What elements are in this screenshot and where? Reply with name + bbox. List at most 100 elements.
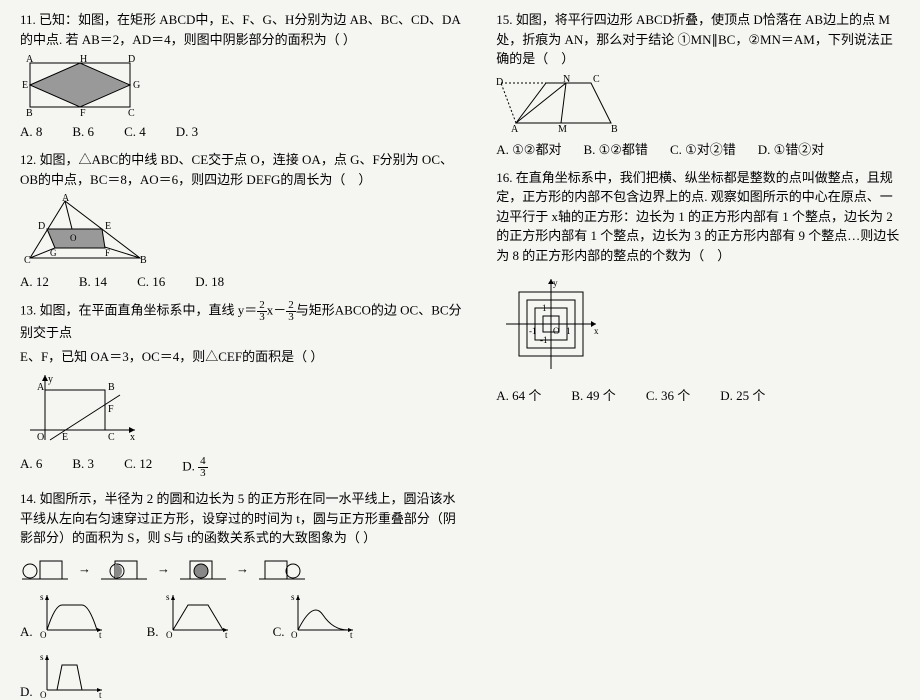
q15-choice-c: C. ①对②错 — [670, 139, 736, 158]
question-16: 16. 在直角坐标系中，我们把横、纵坐标都是整数的点叫做整点，且规定，正方形的内… — [496, 168, 900, 405]
q16-text: 16. 在直角坐标系中，我们把横、纵坐标都是整数的点叫做整点，且规定，正方形的内… — [496, 168, 900, 266]
q15-choice-b: B. ①②都错 — [583, 139, 647, 158]
q14-choice-d: D. s t O — [20, 650, 107, 700]
lbl-C: C — [128, 108, 135, 118]
q12-choice-c: C. 16 — [137, 274, 165, 290]
arrow-icon: → — [78, 561, 91, 577]
q13-choice-b: B. 3 — [72, 456, 94, 479]
question-15: 15. 如图，将平行四边形 ABCD折叠，使顶点 D恰落在 AB边上的点 M处，… — [496, 10, 900, 158]
lbl-G: G — [50, 248, 57, 258]
q12-choice-d: D. 18 — [195, 274, 224, 290]
lbl-B: B — [108, 382, 115, 393]
lbl-y: y — [553, 278, 558, 288]
q12-choices: A. 12 B. 14 C. 16 D. 18 — [20, 274, 466, 290]
lbl-B: B — [140, 255, 147, 266]
motion-frame-2 — [99, 554, 149, 584]
q13-choices: A. 6 B. 3 C. 12 D. 43 — [20, 456, 466, 479]
q16-choice-d: D. 25 个 — [720, 385, 765, 404]
q12-choice-b: B. 14 — [79, 274, 107, 290]
lbl-n1b: -1 — [540, 335, 548, 345]
question-12: 12. 如图，△ABC的中线 BD、CE交于点 O，连接 OA，点 G、F分别为… — [20, 150, 466, 290]
svg-text:t: t — [99, 690, 102, 700]
svg-text:t: t — [350, 630, 353, 640]
q13-t1: 13. 如图，在平面直角坐标系中，直线 y＝ — [20, 302, 257, 317]
q16-choice-b: B. 49 个 — [571, 385, 615, 404]
svg-text:s: s — [166, 592, 170, 602]
lbl-n1: -1 — [529, 326, 537, 336]
motion-frame-4 — [257, 554, 307, 584]
q13-line2: E、F，已知 OA＝3，OC＝4，则△CEF的面积是（ ） — [20, 347, 466, 367]
svg-text:t: t — [99, 630, 102, 640]
motion-frame-3 — [178, 554, 228, 584]
svg-text:s: s — [291, 592, 295, 602]
q11-text: 11. 已知：如图，在矩形 ABCD中，E、F、G、H分别为边 AB、BC、CD… — [20, 10, 466, 49]
svg-text:t: t — [225, 630, 228, 640]
q13-choice-a: A. 6 — [20, 456, 42, 479]
q16-choices: A. 64 个 B. 49 个 C. 36 个 D. 25 个 — [496, 385, 900, 404]
lbl-x: x — [130, 432, 135, 443]
q15-text: 15. 如图，将平行四边形 ABCD折叠，使顶点 D恰落在 AB边上的点 M处，… — [496, 10, 900, 69]
lbl-F: F — [80, 108, 86, 118]
q13-figure: y x O A B C E F — [20, 370, 466, 450]
lbl-A: A — [37, 382, 45, 393]
q11-choice-c: C. 4 — [124, 124, 146, 140]
lbl-N: N — [563, 74, 570, 85]
svg-text:O: O — [40, 690, 47, 700]
lbl-O: O — [37, 432, 44, 443]
lbl-x: x — [594, 326, 599, 336]
lbl-y: y — [48, 374, 53, 385]
lbl-E: E — [22, 80, 28, 91]
q13-text: 13. 如图，在平面直角坐标系中，直线 y＝23x－23与矩形ABCO的边 OC… — [20, 300, 466, 343]
q11-figure: A H D E G B F C — [20, 53, 466, 118]
lbl-G: G — [133, 80, 140, 91]
q13-choice-d: D. 43 — [182, 456, 207, 479]
q13-choice-c: C. 12 — [124, 456, 152, 479]
q15-figure: D N C A M B — [496, 73, 900, 133]
q16-choice-a: A. 64 个 — [496, 385, 541, 404]
lbl-A: A — [26, 54, 34, 65]
lbl-A: A — [62, 193, 70, 204]
lbl-O: O — [70, 233, 77, 243]
q15-choices: A. ①②都对 B. ①②都错 C. ①对②错 D. ①错②对 — [496, 139, 900, 158]
q13-t2: x－ — [267, 302, 287, 317]
lbl-M: M — [558, 124, 567, 133]
svg-text:O: O — [166, 630, 173, 640]
q16-choice-c: C. 36 个 — [646, 385, 690, 404]
q13-frac1: 23 — [257, 300, 267, 323]
lbl-E: E — [105, 221, 111, 232]
lbl-C: C — [593, 74, 600, 85]
q11-choices: A. 8 B. 6 C. 4 D. 3 — [20, 124, 466, 140]
q14-choices: A. s t O B. s t O — [20, 590, 466, 700]
svg-text:s: s — [40, 652, 44, 662]
q15-choice-a: A. ①②都对 — [496, 139, 561, 158]
q14-choice-a: A. s t O — [20, 590, 107, 640]
svg-text:s: s — [40, 592, 44, 602]
svg-text:O: O — [291, 630, 298, 640]
lbl-D: D — [496, 77, 503, 88]
lbl-H: H — [80, 54, 87, 65]
right-column: 15. 如图，将平行四边形 ABCD折叠，使顶点 D恰落在 AB边上的点 M处，… — [496, 10, 900, 641]
q11-choice-a: A. 8 — [20, 124, 42, 140]
q12-text: 12. 如图，△ABC的中线 BD、CE交于点 O，连接 OA，点 G、F分别为… — [20, 150, 466, 189]
lbl-B: B — [26, 108, 33, 118]
q16-figure: y x O -1 1 1 -1 — [496, 269, 900, 379]
q12-figure: A C B D E O G F — [20, 193, 466, 268]
arrow-icon: → — [236, 561, 249, 577]
q14-text: 14. 如图所示，半径为 2 的圆和边长为 5 的正方形在同一水平线上，圆沿该水… — [20, 489, 466, 548]
q14-motion-row: → → → — [20, 554, 466, 584]
lbl-F: F — [108, 404, 114, 415]
q11-choice-b: B. 6 — [72, 124, 94, 140]
lbl-D: D — [38, 221, 45, 232]
q14-choice-c: C. s t O — [273, 590, 359, 640]
arrow-icon: → — [157, 561, 170, 577]
svg-text:O: O — [40, 630, 47, 640]
lbl-C: C — [24, 255, 31, 266]
lbl-F: F — [105, 248, 110, 258]
q11-choice-d: D. 3 — [176, 124, 198, 140]
lbl-C: C — [108, 432, 115, 443]
lbl-A: A — [511, 124, 519, 133]
motion-frame-1 — [20, 554, 70, 584]
question-11: 11. 已知：如图，在矩形 ABCD中，E、F、G、H分别为边 AB、BC、CD… — [20, 10, 466, 140]
q14-choice-b: B. s t O — [147, 590, 233, 640]
question-14: 14. 如图所示，半径为 2 的圆和边长为 5 的正方形在同一水平线上，圆沿该水… — [20, 489, 466, 700]
